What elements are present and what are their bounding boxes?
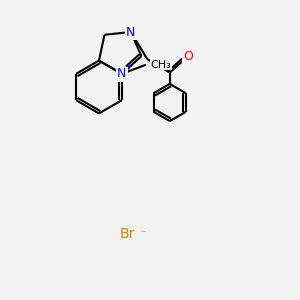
Text: ⁻: ⁻ — [136, 227, 147, 241]
Text: +: + — [124, 62, 133, 72]
Text: N: N — [117, 67, 127, 80]
Text: CH₃: CH₃ — [150, 60, 171, 70]
Text: Br: Br — [120, 227, 135, 241]
Text: O: O — [183, 50, 193, 62]
Text: N: N — [126, 26, 135, 38]
